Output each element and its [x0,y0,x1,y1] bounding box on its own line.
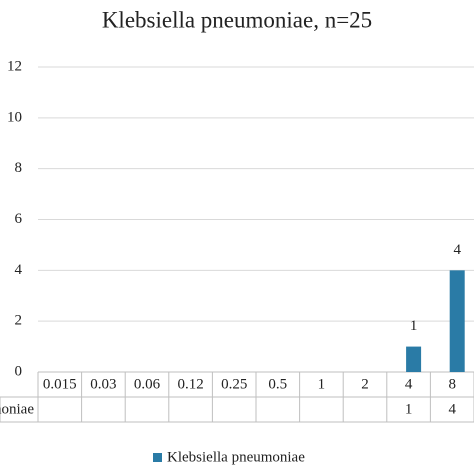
legend-swatch [153,453,162,462]
y-tick-label: 2 [15,313,23,329]
y-tick-label: 0 [15,363,23,379]
x-tick-label: 8 [448,376,456,392]
x-tick-label: 0.25 [221,376,247,392]
chart-title: Klebsiella pneumoniae, n=25 [102,7,372,32]
x-tick-label: 0.12 [177,376,203,392]
y-tick-label: 12 [7,58,22,74]
x-tick-label: 0.5 [268,376,287,392]
data-label: 1 [410,318,418,334]
x-tick-label: 0.03 [90,376,116,392]
table-row-header: Klebsiella pneumoniae [0,401,34,417]
bar [449,270,465,372]
legend-label: Klebsiella pneumoniae [167,449,305,465]
x-tick-label: 1 [318,376,326,392]
table-cell: 4 [448,401,456,417]
y-tick-label: 10 [7,109,22,125]
y-tick-label: 4 [15,262,23,278]
x-tick-label: 0.015 [43,376,77,392]
data-label: 4 [453,242,461,258]
table-cell: 1 [405,401,413,417]
x-tick-label: 0.06 [134,376,161,392]
bar [406,346,422,372]
y-tick-label: 8 [15,160,23,176]
x-tick-label: 4 [405,376,413,392]
x-tick-label: 2 [361,376,369,392]
y-tick-label: 6 [15,211,23,227]
